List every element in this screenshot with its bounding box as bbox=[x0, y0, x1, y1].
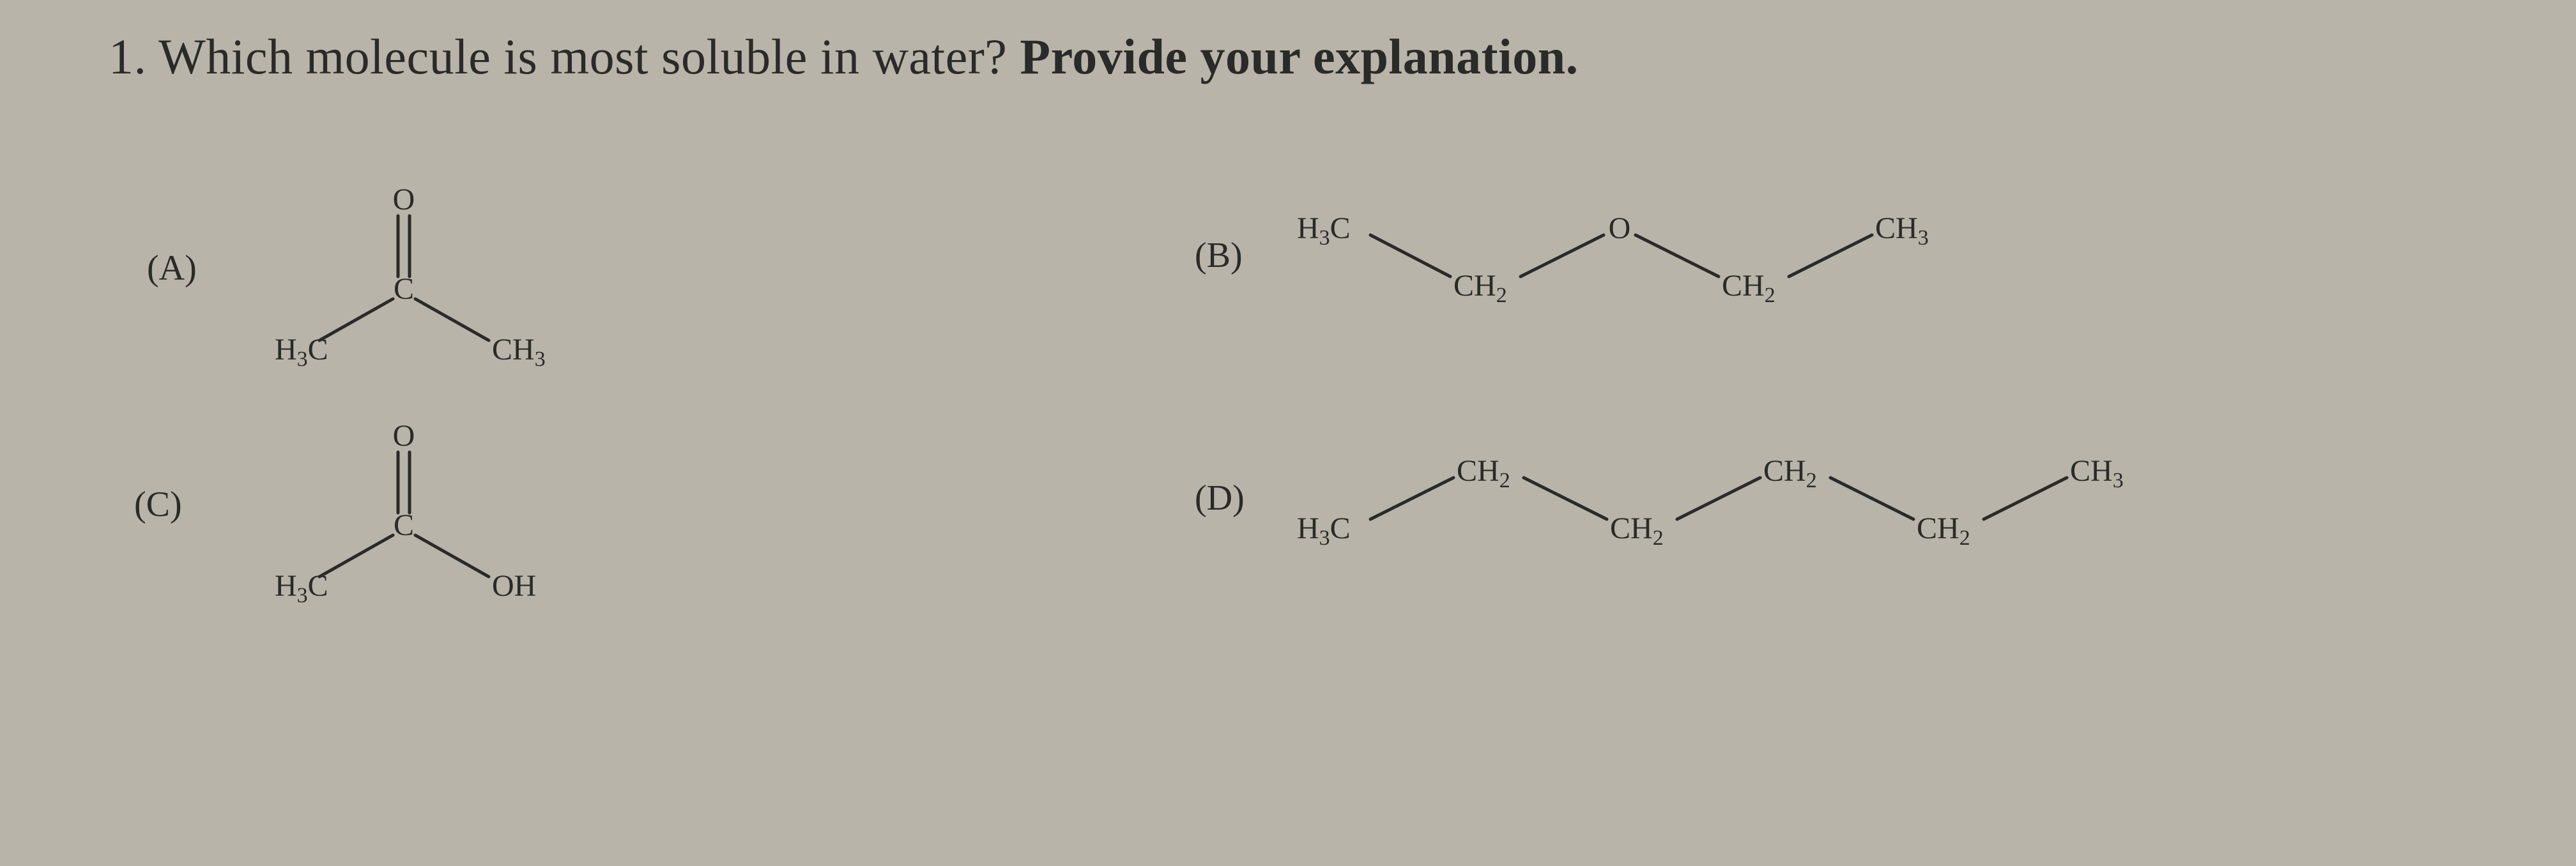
atom-CH2-3: CH2 bbox=[1763, 454, 1817, 492]
question-bold: Provide your explanation. bbox=[1020, 29, 1578, 84]
atom-CH2-b: CH2 bbox=[1722, 269, 1775, 307]
molecule-B: H3C CH2 O CH2 CH3 bbox=[1278, 200, 2044, 328]
atom-C: C bbox=[394, 272, 414, 306]
option-label-D: (D) bbox=[1195, 478, 1245, 519]
atom-O: O bbox=[393, 419, 415, 453]
molecule-B-svg: H3C CH2 O CH2 CH3 bbox=[1278, 200, 2044, 328]
atom-CH2-1: CH2 bbox=[1457, 454, 1510, 492]
atom-H3C: H3C bbox=[275, 333, 328, 371]
molecule-C-svg: O C H3C OH bbox=[236, 417, 569, 621]
atom-H3C: H3C bbox=[1297, 512, 1351, 550]
atom-CH3: CH3 bbox=[2070, 454, 2124, 492]
atom-OH: OH bbox=[492, 569, 536, 603]
question-plain: Which molecule is most soluble in water? bbox=[158, 29, 1007, 84]
question-number: 1. bbox=[109, 29, 147, 84]
option-label-A: (A) bbox=[147, 248, 197, 289]
atom-CH3: CH3 bbox=[1875, 211, 1929, 250]
atom-H3C: H3C bbox=[1297, 211, 1351, 250]
molecule-D-svg: H3C CH2 CH2 CH2 CH2 CH3 bbox=[1278, 443, 2236, 570]
atom-CH3: CH3 bbox=[492, 333, 546, 371]
molecule-A-svg: O C H3C CH3 bbox=[236, 181, 569, 385]
question-text: 1. Which molecule is most soluble in wat… bbox=[109, 26, 2467, 88]
atom-H3C: H3C bbox=[275, 569, 328, 607]
option-label-B: (B) bbox=[1195, 235, 1243, 276]
atom-O: O bbox=[1609, 211, 1631, 245]
atom-CH2-4: CH2 bbox=[1917, 512, 1970, 550]
atom-C: C bbox=[394, 508, 414, 542]
atom-O: O bbox=[393, 183, 415, 216]
molecule-C: O C H3C OH bbox=[236, 417, 569, 621]
molecule-D: H3C CH2 CH2 CH2 CH2 CH3 bbox=[1278, 443, 2236, 570]
option-label-C: (C) bbox=[134, 484, 182, 525]
page: 1. Which molecule is most soluble in wat… bbox=[0, 0, 2576, 866]
molecule-A: O C H3C CH3 bbox=[236, 181, 569, 385]
atom-CH2-a: CH2 bbox=[1453, 269, 1507, 307]
atom-CH2-2: CH2 bbox=[1610, 512, 1664, 550]
